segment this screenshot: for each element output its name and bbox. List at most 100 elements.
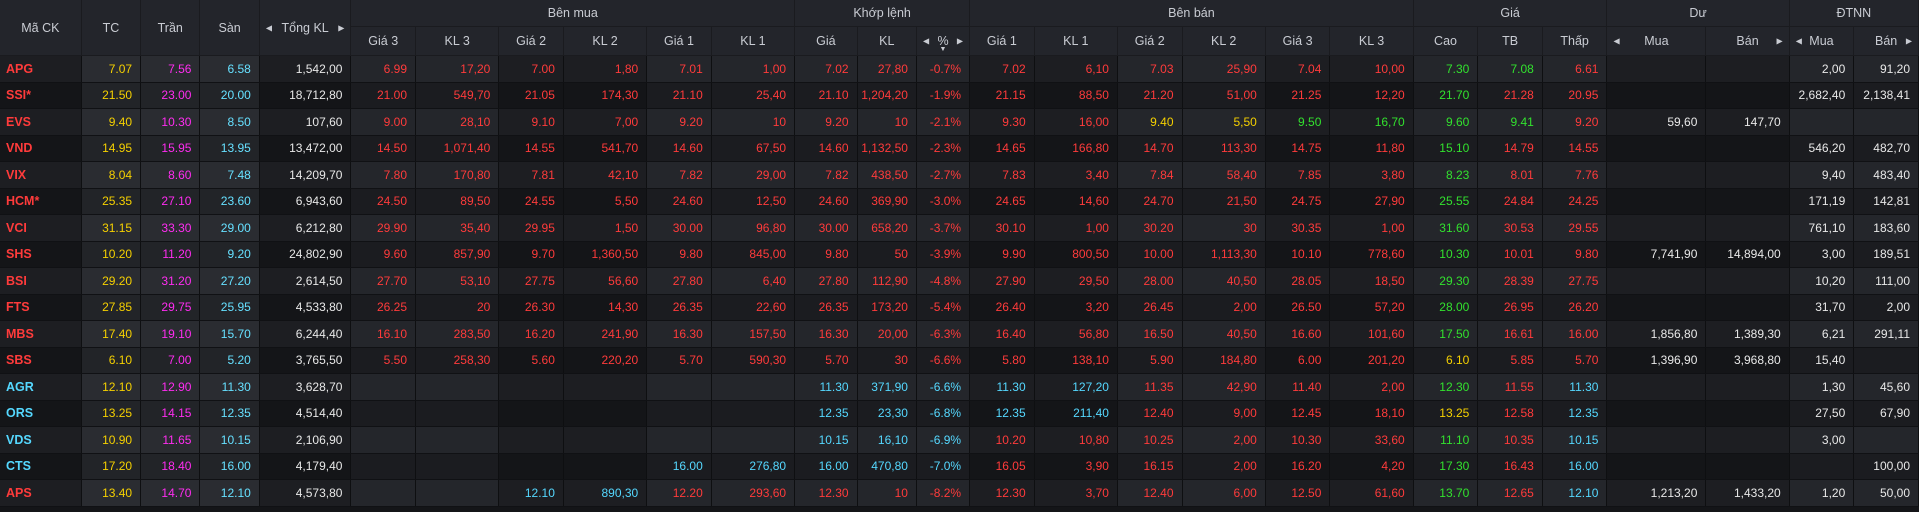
caret-left-icon[interactable]: ◀ (1795, 36, 1802, 46)
sell-price3-cell: 12.50 (1265, 479, 1331, 507)
table-row[interactable]: MBS 17.40 19.10 15.70 6,244,40 16.10 283,50 16.… (0, 320, 1919, 348)
ref-price-cell: 25.35 (81, 188, 142, 215)
symbol-cell[interactable]: ORS (0, 400, 82, 427)
header-du-ban[interactable]: Bán ▶ (1705, 26, 1790, 56)
header-tb[interactable]: TB (1477, 26, 1543, 56)
table-row[interactable]: VIX 8.04 8.60 7.48 14,209,70 7.80 170,80 7.81 42… (0, 161, 1919, 189)
table-row[interactable]: ORS 13.25 14.15 12.35 4,514,40 12.35 23,30 -6.8… (0, 400, 1919, 427)
header-buy-gia1[interactable]: Giá 1 (646, 26, 712, 56)
ceiling-price-cell: 8.60 (140, 161, 201, 189)
header-sell-kl2[interactable]: KL 2 (1182, 26, 1266, 56)
remain-sell-cell (1705, 214, 1790, 242)
header-match-pct[interactable]: ◀% ▶ ▼ (916, 26, 971, 56)
header-match-gia[interactable]: Giá (794, 26, 858, 56)
symbol-cell[interactable]: SHS (0, 241, 82, 268)
table-row[interactable]: VDS 10.90 11.65 10.15 2,106,90 10.15 16,10 -6.9… (0, 426, 1919, 454)
table-row[interactable]: EVS 9.40 10.30 8.50 107,60 9.00 28,10 9.10 7,00 9… (0, 108, 1919, 136)
sell-vol3-cell: 12,20 (1329, 82, 1414, 109)
symbol-cell[interactable]: AGR (0, 373, 82, 401)
buy-price2-cell: 26.30 (498, 294, 564, 321)
foreign-buy-cell: 171,19 (1789, 188, 1855, 215)
ceiling-price-cell: 31.20 (140, 267, 201, 295)
table-row[interactable]: APG 7.07 7.56 6.58 1,542,00 6.99 17,20 7.00 1,80… (0, 55, 1919, 83)
buy-vol2-cell: 890,30 (563, 479, 648, 507)
header-thap[interactable]: Thấp (1542, 26, 1608, 56)
header-buy-gia3[interactable]: Giá 3 (350, 26, 417, 56)
symbol-cell[interactable]: VDS (0, 426, 82, 454)
header-tran[interactable]: Trần (140, 0, 201, 56)
sort-desc-icon[interactable]: ▼ (939, 46, 947, 53)
floor-price-cell: 15.70 (199, 320, 260, 348)
buy-price2-cell: 9.10 (498, 108, 564, 136)
symbol-cell[interactable]: VND (0, 135, 82, 162)
header-gia: Giá (1413, 0, 1608, 27)
symbol-cell[interactable]: SSI* (0, 82, 82, 109)
symbol-cell[interactable]: CTS (0, 453, 82, 480)
header-nn-mua[interactable]: ◀ Mua (1789, 26, 1855, 56)
sell-price2-cell: 16.50 (1117, 320, 1183, 348)
symbol-cell[interactable]: APS (0, 479, 82, 507)
buy-vol2-cell: 56,60 (563, 267, 648, 295)
symbol-cell[interactable]: VCI (0, 214, 82, 242)
header-cao[interactable]: Cao (1413, 26, 1479, 56)
header-san[interactable]: Sàn (199, 0, 260, 56)
table-row[interactable]: VCI 31.15 33.30 29.00 6,212,80 29.90 35,40 29.9… (0, 214, 1919, 242)
header-sell-kl1[interactable]: KL 1 (1034, 26, 1118, 56)
caret-left-icon[interactable]: ◀ (922, 36, 930, 46)
symbol-cell[interactable]: EVS (0, 108, 82, 136)
symbol-cell[interactable]: APG (0, 55, 82, 83)
symbol-cell[interactable]: SBS (0, 347, 82, 374)
header-sell-gia1[interactable]: Giá 1 (969, 26, 1035, 56)
symbol-cell[interactable]: HCM* (0, 188, 82, 215)
table-row[interactable]: CTS 17.20 18.40 16.00 4,179,40 16.00 276,80 16.… (0, 453, 1919, 480)
caret-right-icon[interactable]: ▶ (1776, 36, 1783, 46)
header-match-kl[interactable]: KL (857, 26, 917, 56)
header-ma-ck[interactable]: Mã CK (0, 0, 82, 56)
header-buy-kl1[interactable]: KL 1 (711, 26, 796, 56)
header-tc[interactable]: TC (81, 0, 142, 56)
symbol-cell[interactable]: BSI (0, 267, 82, 295)
sell-vol1-cell: 6,10 (1034, 55, 1118, 83)
sell-vol1-cell: 56,80 (1034, 320, 1118, 348)
symbol-cell[interactable]: FTS (0, 294, 82, 321)
buy-price2-cell: 27.75 (498, 267, 564, 295)
high-price-cell: 28.00 (1413, 294, 1479, 321)
buy-vol3-cell (415, 373, 500, 401)
header-sell-gia2[interactable]: Giá 2 (1117, 26, 1183, 56)
floor-price-cell: 23.60 (199, 188, 260, 215)
caret-right-icon[interactable]: ▶ (956, 36, 964, 46)
caret-right-icon[interactable]: ▶ (1905, 36, 1912, 46)
sell-price1-cell: 5.80 (969, 347, 1035, 374)
table-row[interactable]: VND 14.95 15.95 13.95 13,472,00 14.50 1,071,40… (0, 135, 1919, 162)
header-nn-ban[interactable]: Bán ▶ (1853, 26, 1919, 56)
header-sell-gia3[interactable]: Giá 3 (1265, 26, 1331, 56)
caret-left-icon[interactable]: ◀ (265, 23, 272, 32)
low-price-cell: 24.25 (1542, 188, 1608, 215)
buy-price3-cell: 24.50 (350, 188, 417, 215)
header-buy-kl3[interactable]: KL 3 (415, 26, 500, 56)
sell-price2-cell: 7.84 (1117, 161, 1183, 189)
table-row[interactable]: SSI* 21.50 23.00 20.00 18,712,80 21.00 549,70 2… (0, 82, 1919, 109)
sell-price2-cell: 24.70 (1117, 188, 1183, 215)
header-tong-kl[interactable]: ◀ Tổng KL ▶ (259, 0, 352, 56)
table-row[interactable]: HCM* 25.35 27.10 23.60 6,943,60 24.50 89,50 24.… (0, 188, 1919, 215)
caret-right-icon[interactable]: ▶ (338, 23, 345, 32)
avg-price-cell: 10.01 (1477, 241, 1543, 268)
symbol-cell[interactable]: VIX (0, 161, 82, 189)
buy-price2-cell: 9.70 (498, 241, 564, 268)
table-row[interactable]: AGR 12.10 12.90 11.30 3,628,70 11.30 371,90 -6.… (0, 373, 1919, 401)
header-sell-kl3[interactable]: KL 3 (1329, 26, 1414, 56)
table-row[interactable]: FTS 27.85 29.75 25.95 4,533,80 26.25 20 26.30 14… (0, 294, 1919, 321)
sell-price1-cell: 12.30 (969, 479, 1035, 507)
header-du-mua[interactable]: ◀ Mua (1606, 26, 1707, 56)
header-buy-gia2[interactable]: Giá 2 (498, 26, 564, 56)
symbol-cell[interactable]: MBS (0, 320, 82, 348)
buy-vol1-cell: 12,50 (711, 188, 796, 215)
header-buy-kl2[interactable]: KL 2 (563, 26, 648, 56)
table-row[interactable]: SBS 6.10 7.00 5.20 3,765,50 5.50 258,30 5.60 220… (0, 347, 1919, 374)
table-row[interactable]: BSI 29.20 31.20 27.20 2,614,50 27.70 53,10 27.7… (0, 267, 1919, 295)
sell-vol3-cell: 33,60 (1329, 426, 1414, 454)
caret-left-icon[interactable]: ◀ (1613, 36, 1620, 46)
table-row[interactable]: APS 13.40 14.70 12.10 4,573,80 12.10 890,30 12.… (0, 479, 1919, 507)
table-row[interactable]: SHS 10.20 11.20 9.20 24,802,90 9.60 857,90 9.70… (0, 241, 1919, 268)
